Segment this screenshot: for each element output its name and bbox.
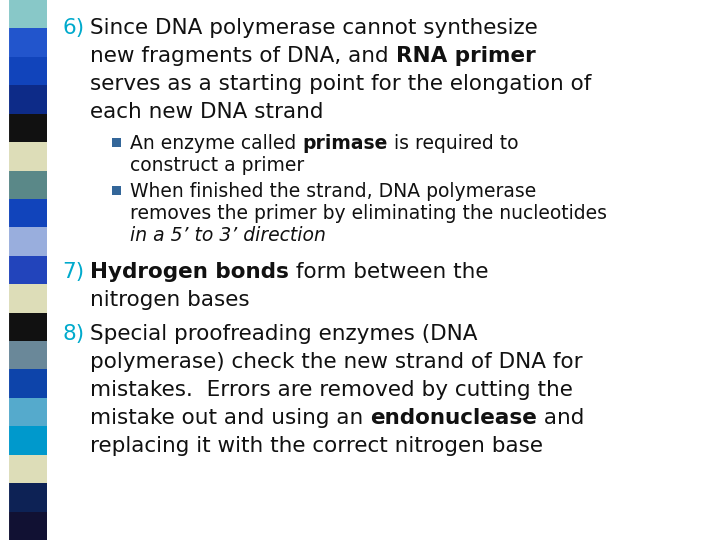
Text: is required to: is required to	[387, 134, 518, 153]
Text: Special proofreading enzymes (DNA: Special proofreading enzymes (DNA	[90, 324, 477, 344]
Bar	[9, 57, 47, 85]
Text: Since DNA polymerase cannot synthesize: Since DNA polymerase cannot synthesize	[90, 18, 538, 38]
Bar	[9, 0, 47, 29]
Text: new fragments of DNA, and: new fragments of DNA, and	[90, 46, 395, 66]
Text: nitrogen bases: nitrogen bases	[90, 290, 250, 310]
Bar	[9, 171, 47, 199]
Bar	[49, 0, 50, 540]
Bar	[9, 199, 47, 227]
Text: each new DNA strand: each new DNA strand	[90, 102, 323, 122]
Bar	[1, 0, 2, 540]
Bar	[9, 313, 47, 341]
Text: removes the primer by eliminating the nucleotides: removes the primer by eliminating the nu…	[130, 204, 607, 223]
Text: construct a primer: construct a primer	[130, 156, 305, 175]
Text: RNA primer: RNA primer	[395, 46, 535, 66]
Bar	[9, 511, 47, 540]
Text: primase: primase	[302, 134, 387, 153]
Text: An enzyme called: An enzyme called	[130, 134, 302, 153]
Bar	[9, 29, 47, 57]
Bar	[59, 0, 60, 540]
Bar	[0, 0, 1, 540]
Text: 7): 7)	[62, 262, 84, 282]
Bar	[57, 0, 58, 540]
Bar	[3, 0, 4, 540]
Bar	[112, 138, 121, 147]
Bar	[9, 227, 47, 256]
Bar	[112, 186, 121, 195]
Text: replacing it with the correct nitrogen base: replacing it with the correct nitrogen b…	[90, 436, 543, 456]
Text: endonuclease: endonuclease	[370, 408, 537, 428]
Bar	[9, 341, 47, 369]
Bar	[5, 0, 6, 540]
Bar	[9, 0, 10, 540]
Bar	[9, 256, 47, 284]
Bar	[9, 369, 47, 398]
Text: When finished the strand, DNA polymerase: When finished the strand, DNA polymerase	[130, 182, 536, 201]
Bar	[50, 0, 51, 540]
Text: in a 5’ to 3’ direction: in a 5’ to 3’ direction	[130, 226, 326, 245]
Bar	[9, 114, 47, 142]
Bar	[8, 0, 9, 540]
Text: mistake out and using an: mistake out and using an	[90, 408, 370, 428]
Bar	[53, 0, 54, 540]
Bar	[9, 426, 47, 455]
Bar	[9, 483, 47, 511]
Bar	[56, 0, 57, 540]
Bar	[9, 455, 47, 483]
Text: mistakes.  Errors are removed by cutting the: mistakes. Errors are removed by cutting …	[90, 380, 573, 400]
Bar	[9, 284, 47, 313]
Text: 8): 8)	[62, 324, 84, 344]
Bar	[2, 0, 3, 540]
Bar	[9, 398, 47, 426]
Bar	[9, 142, 47, 171]
Bar	[9, 85, 47, 114]
Text: polymerase) check the new strand of DNA for: polymerase) check the new strand of DNA …	[90, 352, 582, 372]
Bar	[58, 0, 59, 540]
Text: and: and	[537, 408, 585, 428]
Text: 6): 6)	[62, 18, 84, 38]
Bar	[4, 0, 5, 540]
Text: form between the: form between the	[289, 262, 488, 282]
Bar	[52, 0, 53, 540]
Bar	[47, 0, 48, 540]
Bar	[48, 0, 49, 540]
Bar	[55, 0, 56, 540]
Text: serves as a starting point for the elongation of: serves as a starting point for the elong…	[90, 74, 591, 94]
Bar	[7, 0, 8, 540]
Bar	[6, 0, 7, 540]
Text: Hydrogen bonds: Hydrogen bonds	[90, 262, 289, 282]
Bar	[54, 0, 55, 540]
Bar	[51, 0, 52, 540]
